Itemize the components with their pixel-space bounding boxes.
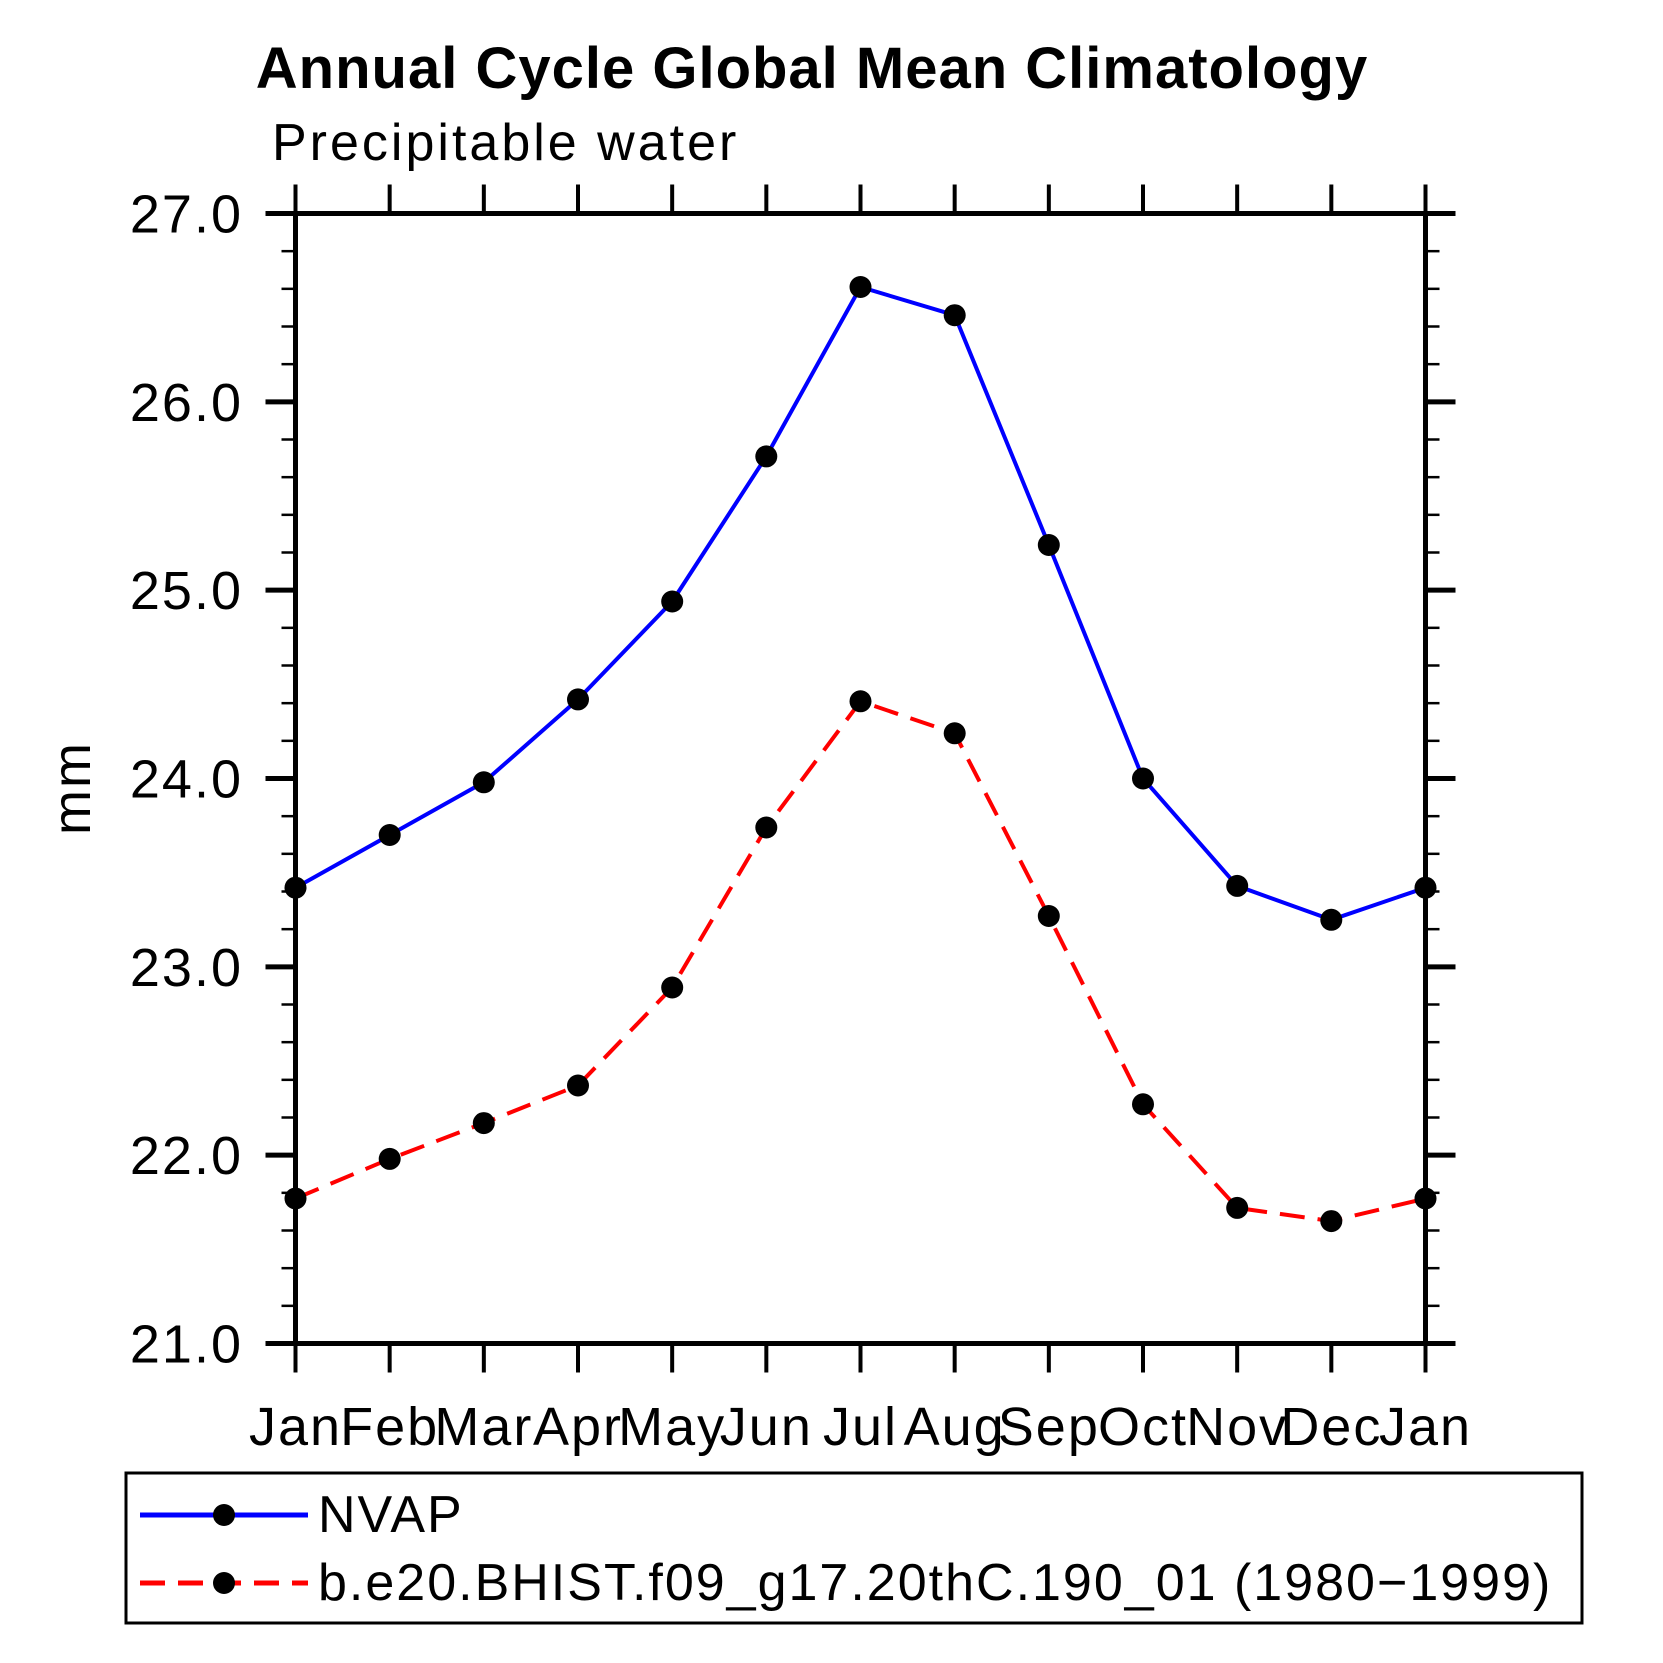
plot-frame [293,211,1428,1346]
model-data-point [378,1147,401,1170]
legend-marker-circle [213,1504,235,1526]
y-tick-label: 24.0 [130,750,243,810]
model-data-point [661,976,684,999]
series-layer [284,276,1437,1233]
model-data-point [1320,1210,1343,1233]
y-axis-label: mm [42,741,102,835]
model-data-point [284,1187,307,1210]
model-data-point [1037,905,1060,927]
nvap-data-point [567,688,589,711]
model-data-point [943,722,966,745]
legend: NVAP b.e20.BHIST.f09_g17.20thC.190_01 (1… [124,1471,1584,1625]
model-data-point [1132,1093,1154,1116]
nvap-data-point [755,445,778,468]
nvap-data-point [849,276,872,298]
nvap-data-point [661,590,684,613]
y-tick-label: 27.0 [130,185,243,245]
nvap-data-point [943,304,966,327]
nvap-data-point [472,771,495,794]
x-tick-label: Jan [1379,1397,1472,1457]
nvap-data-point [1037,534,1060,556]
model-data-point [849,690,872,713]
x-tick-label: Feb [340,1397,439,1457]
legend-label-nvap: NVAP [318,1486,464,1544]
nvap-data-point [284,876,307,899]
model-data-point [567,1074,589,1097]
x-tick-label: May [618,1397,726,1457]
nvap-data-point [378,824,401,846]
model-data-point [755,816,778,839]
model-data-point [1414,1187,1437,1210]
y-tick-label: 25.0 [130,561,243,621]
chart-subtitle: Precipitable water [272,114,739,172]
y-tick-label: 21.0 [130,1315,243,1375]
y-tick-label: 22.0 [130,1126,243,1186]
chart-title: Annual Cycle Global Mean Climatology [256,36,1368,101]
x-tick-label: Jan [249,1397,342,1457]
legend-marker-circle [213,1572,235,1594]
legend-entry-model: b.e20.BHIST.f09_g17.20thC.190_01 (1980−1… [140,1554,1552,1612]
model-data-point [472,1112,495,1135]
x-tick-label: Oct [1098,1397,1188,1457]
model-data-point [1226,1196,1249,1219]
legend-box [124,1471,1584,1625]
y-tick-label: 26.0 [130,373,243,433]
model-line [294,699,1426,1224]
nvap-line [294,285,1427,922]
legend-label-model: b.e20.BHIST.f09_g17.20thC.190_01 (1980−1… [318,1554,1552,1612]
nvap-data-point [1132,767,1154,790]
x-tick-label: Mar [434,1397,533,1457]
x-tick-label: Aug [904,1397,1006,1457]
nvap-data-point [1226,874,1249,897]
x-tick-label: Jul [823,1397,898,1457]
nvap-data-point [1320,908,1343,931]
x-tick-label: Dec [1280,1397,1382,1457]
x-tick-label: Nov [1186,1397,1288,1457]
y-tick-label: 23.0 [130,938,243,998]
legend-entry-nvap: NVAP [140,1486,464,1544]
nvap-data-point [1414,876,1437,899]
x-tick-label: Apr [533,1397,623,1457]
x-tick-label: Sep [998,1397,1100,1457]
x-tick-label: Jun [720,1397,813,1457]
